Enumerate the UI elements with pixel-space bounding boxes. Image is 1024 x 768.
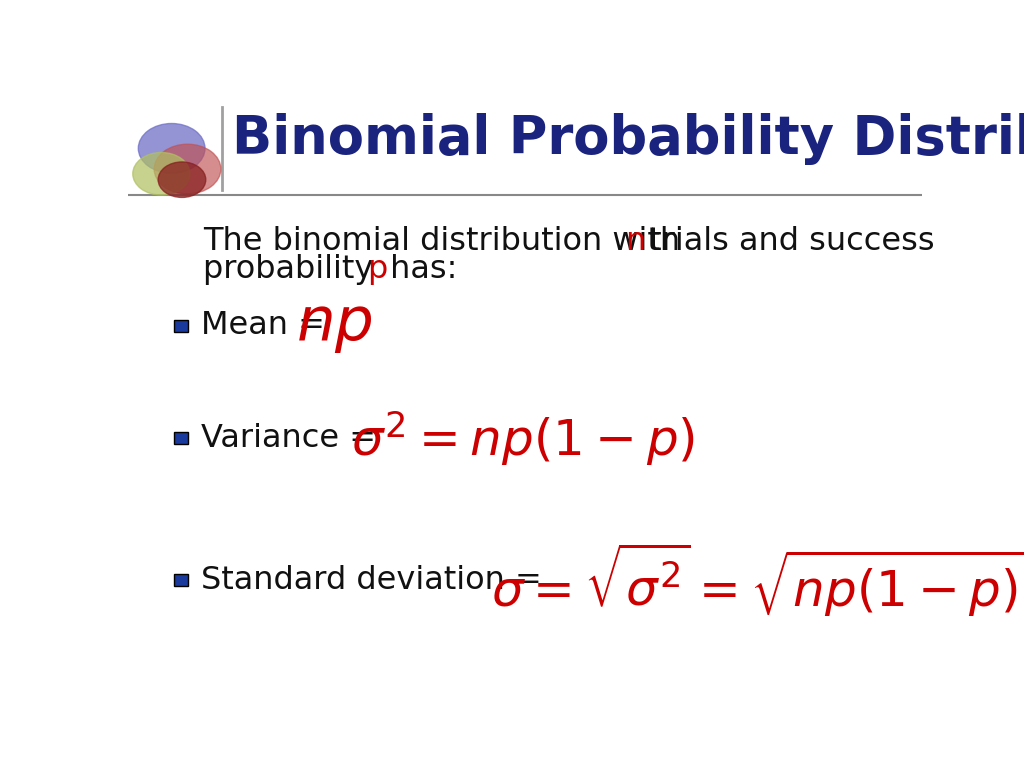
- Text: Variance =: Variance =: [201, 422, 386, 454]
- Circle shape: [138, 124, 205, 173]
- Circle shape: [155, 144, 221, 194]
- Text: $\sigma^2 = \mathit{np}\left(1 - p\right)$: $\sigma^2 = \mathit{np}\left(1 - p\right…: [351, 409, 694, 468]
- Text: $\sigma = \sqrt{\sigma^2} = \sqrt{\mathit{np}\left(1 - p\right)}$: $\sigma = \sqrt{\sigma^2} = \sqrt{\mathi…: [490, 541, 1024, 619]
- FancyBboxPatch shape: [174, 432, 187, 444]
- FancyBboxPatch shape: [174, 319, 187, 332]
- Text: Mean =: Mean =: [201, 310, 335, 341]
- Text: p: p: [367, 254, 387, 285]
- Text: has:: has:: [380, 254, 458, 285]
- Text: n: n: [626, 226, 646, 257]
- Text: trials and success: trials and success: [639, 226, 935, 257]
- Text: Binomial Probability Distribution: Binomial Probability Distribution: [232, 114, 1024, 165]
- Circle shape: [133, 153, 189, 195]
- FancyBboxPatch shape: [174, 574, 187, 586]
- Text: $\mathit{np}$: $\mathit{np}$: [296, 296, 373, 356]
- Circle shape: [158, 162, 206, 197]
- Text: probability: probability: [204, 254, 384, 285]
- Text: The binomial distribution with: The binomial distribution with: [204, 226, 690, 257]
- Text: Standard deviation =: Standard deviation =: [201, 564, 552, 595]
